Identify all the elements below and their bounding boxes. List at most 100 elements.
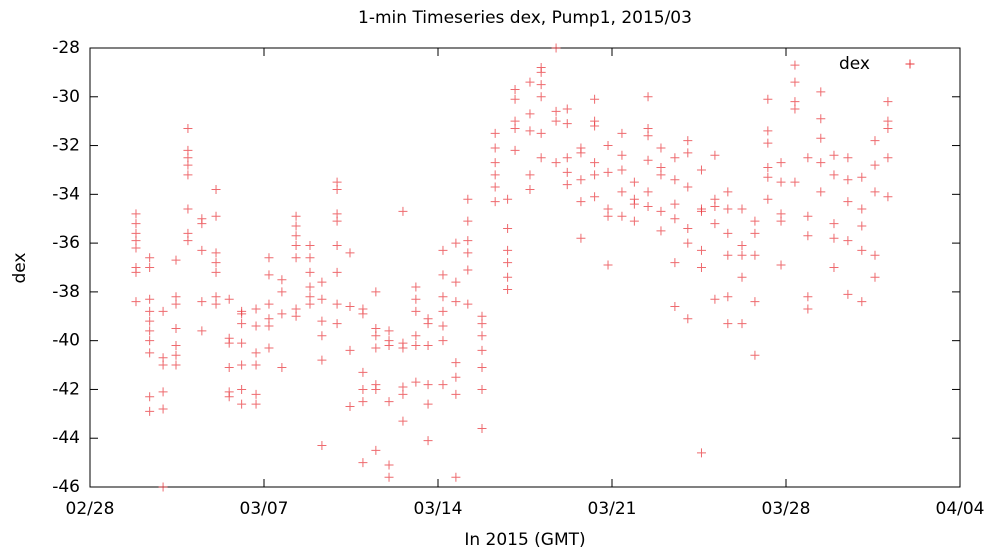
data-point xyxy=(816,158,826,168)
data-point xyxy=(590,94,600,104)
data-point xyxy=(183,170,193,180)
data-point xyxy=(536,67,546,77)
data-point xyxy=(683,314,693,324)
y-tick-label: -38 xyxy=(52,282,80,302)
data-point xyxy=(723,228,733,238)
data-point xyxy=(776,260,786,270)
data-point xyxy=(451,238,461,248)
data-point xyxy=(723,250,733,260)
data-point xyxy=(345,402,355,412)
data-point xyxy=(857,297,867,307)
data-point xyxy=(158,306,168,316)
data-point xyxy=(411,377,421,387)
data-point xyxy=(438,306,448,316)
data-point xyxy=(197,245,207,255)
data-point xyxy=(371,445,381,455)
data-point xyxy=(643,92,653,102)
data-point xyxy=(829,263,839,272)
data-point xyxy=(358,458,368,468)
data-point xyxy=(656,226,666,236)
data-point xyxy=(737,250,747,260)
data-point xyxy=(371,343,381,353)
data-point xyxy=(158,360,168,370)
data-point xyxy=(237,338,247,348)
data-point xyxy=(576,233,586,243)
data-point xyxy=(384,397,394,407)
data-point xyxy=(145,348,155,358)
data-point xyxy=(411,282,421,292)
data-point xyxy=(683,223,693,233)
data-point xyxy=(332,216,342,226)
data-point xyxy=(145,392,155,402)
y-tick-label: -34 xyxy=(52,184,80,204)
y-tick-label: -28 xyxy=(52,38,80,58)
data-point xyxy=(305,253,315,263)
data-point xyxy=(737,319,747,329)
data-point xyxy=(525,184,535,194)
data-point xyxy=(291,221,301,231)
data-point xyxy=(723,204,733,214)
data-point xyxy=(643,155,653,165)
data-point xyxy=(438,245,448,255)
data-point xyxy=(617,150,627,160)
data-point xyxy=(277,275,287,285)
data-point xyxy=(358,397,368,407)
data-point xyxy=(451,297,461,307)
data-point xyxy=(776,177,786,187)
x-tick-label: 04/04 xyxy=(936,499,985,519)
data-point xyxy=(145,336,155,346)
data-point xyxy=(829,219,839,229)
data-point xyxy=(683,136,693,146)
data-point xyxy=(737,272,747,282)
data-point xyxy=(503,194,513,204)
data-point xyxy=(763,94,773,104)
data-point xyxy=(332,299,342,309)
data-point xyxy=(803,292,813,302)
data-point xyxy=(803,231,813,241)
data-point xyxy=(696,448,706,458)
data-point xyxy=(816,133,826,143)
data-point xyxy=(264,253,274,263)
data-point xyxy=(463,248,473,258)
data-point xyxy=(158,387,168,397)
data-point xyxy=(503,245,513,255)
data-point xyxy=(857,221,867,231)
data-point xyxy=(264,343,274,353)
data-point xyxy=(776,216,786,226)
data-point xyxy=(870,187,880,197)
x-tick-label: 03/14 xyxy=(414,499,463,519)
data-point xyxy=(670,175,680,185)
data-point xyxy=(490,197,500,207)
data-point xyxy=(562,167,572,177)
data-point xyxy=(750,297,760,307)
data-point xyxy=(696,165,706,175)
data-point xyxy=(237,384,247,394)
data-point xyxy=(857,172,867,182)
data-point xyxy=(843,236,853,246)
data-point xyxy=(477,319,487,329)
data-point xyxy=(477,423,487,433)
data-point xyxy=(197,297,207,307)
data-point xyxy=(332,184,342,194)
data-point xyxy=(345,345,355,355)
data-point xyxy=(670,258,680,268)
data-point xyxy=(590,192,600,202)
data-point xyxy=(843,197,853,207)
data-point xyxy=(551,158,561,168)
data-point xyxy=(510,94,520,104)
data-point xyxy=(291,211,301,221)
data-point xyxy=(503,258,513,268)
data-point xyxy=(251,360,261,370)
data-point xyxy=(870,136,880,146)
data-point xyxy=(237,309,247,319)
data-point xyxy=(816,187,826,197)
data-point xyxy=(145,406,155,416)
data-point xyxy=(763,194,773,204)
data-point xyxy=(617,165,627,175)
data-point xyxy=(291,253,301,263)
data-point xyxy=(251,389,261,399)
data-point xyxy=(451,372,461,382)
data-point xyxy=(643,202,653,212)
data-point xyxy=(670,214,680,224)
data-point xyxy=(477,331,487,341)
